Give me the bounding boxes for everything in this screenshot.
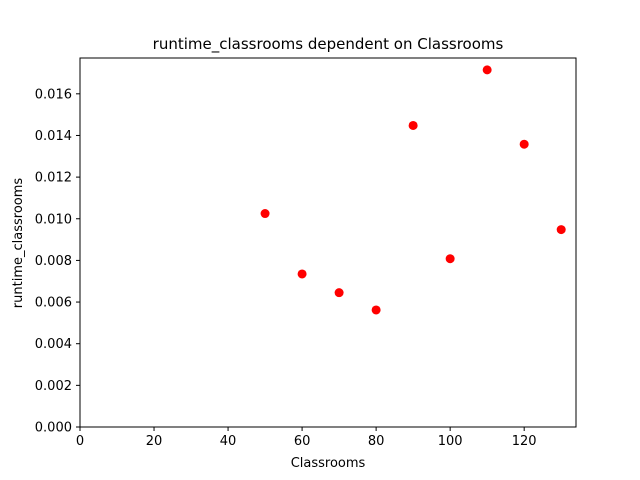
y-axis-label: runtime_classrooms xyxy=(11,178,26,309)
x-tick-label: 80 xyxy=(368,434,385,449)
x-tick-label: 120 xyxy=(512,434,537,449)
plot-area-frame xyxy=(79,57,577,428)
scatter-point xyxy=(297,269,307,279)
scatter-point xyxy=(408,120,418,130)
x-tick-label: 20 xyxy=(146,434,163,449)
y-axis: 0.000 0.002 0.004 0.006 0.008 0.010 0.012 0.014… xyxy=(35,87,80,436)
x-tick-label: 60 xyxy=(294,434,311,449)
y-tick-label: 0.010 xyxy=(35,212,72,227)
y-tick-label: 0.012 xyxy=(35,171,72,186)
y-tick-label: 0.014 xyxy=(35,129,72,144)
x-tick-label: 40 xyxy=(220,434,237,449)
scatter-point xyxy=(519,139,529,149)
x-axis: 0 20 40 60 80 100 120 xyxy=(76,427,537,449)
x-tick-label: 0 xyxy=(76,434,84,449)
scatter-point xyxy=(556,225,566,235)
scatter-point xyxy=(371,305,381,315)
y-tick-label: 0.000 xyxy=(35,421,72,436)
scatter-point xyxy=(482,65,492,75)
y-tick-label: 0.016 xyxy=(35,87,72,102)
scatter-point xyxy=(260,209,270,219)
scatter-point xyxy=(445,254,455,264)
scatter-points xyxy=(260,65,566,315)
y-tick-label: 0.006 xyxy=(35,296,72,311)
y-tick-label: 0.002 xyxy=(35,379,72,394)
y-tick-label: 0.008 xyxy=(35,254,72,269)
scatter-point xyxy=(334,288,344,298)
x-axis-label: Classrooms xyxy=(291,456,366,471)
y-tick-label: 0.004 xyxy=(35,337,72,352)
chart-title: runtime_classrooms dependent on Classroo… xyxy=(153,35,504,54)
x-tick-label: 100 xyxy=(438,434,463,449)
